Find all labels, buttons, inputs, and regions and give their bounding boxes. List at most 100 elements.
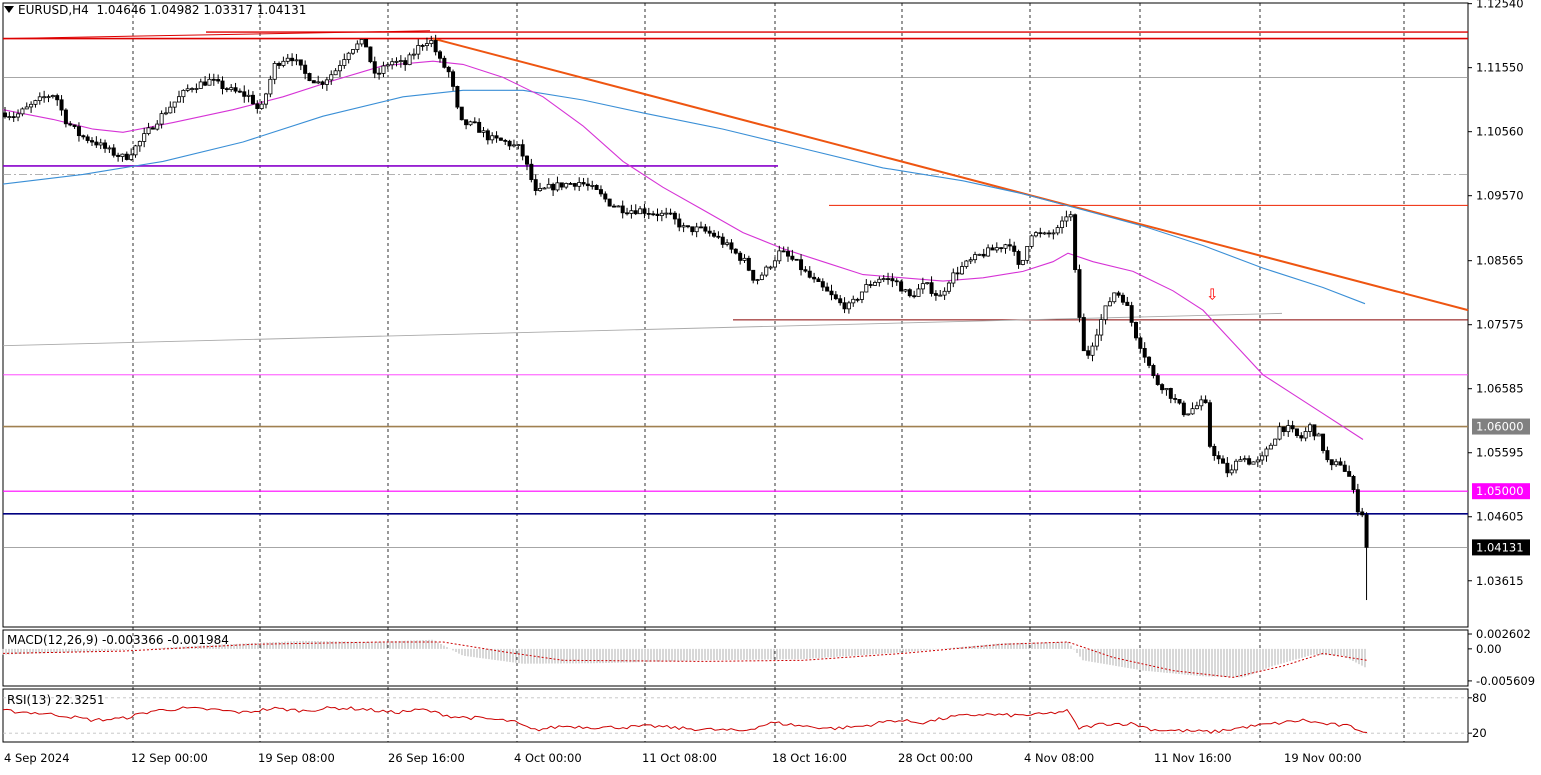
candle-bear (1281, 426, 1286, 433)
candle-bull (1112, 292, 1117, 303)
candle-bear (685, 225, 690, 228)
candle-bull (350, 49, 355, 54)
candle-bear (94, 141, 99, 146)
y-tick-label: 1.11550 (1476, 61, 1524, 75)
candle-bull (859, 291, 864, 300)
candle-bull (877, 278, 882, 283)
candle-bear (1160, 384, 1165, 391)
candle-bull (772, 260, 777, 268)
candle-bull (1303, 431, 1308, 439)
candle-bear (612, 205, 617, 208)
candle-bull (1103, 305, 1108, 321)
candle-bull (1099, 319, 1104, 336)
candle-bear (1216, 455, 1221, 460)
price-label-text: 1.04131 (1476, 540, 1524, 554)
candle-bear (855, 298, 860, 301)
candle-bull (190, 88, 195, 90)
candle-bull (1068, 214, 1073, 218)
candle-bull (659, 212, 664, 217)
candle-bear (68, 123, 73, 126)
candle-bear (929, 282, 934, 294)
candle-bull (1268, 444, 1273, 450)
candle-bull (1051, 232, 1056, 235)
candle-bear (477, 121, 482, 133)
candle-bear (255, 103, 260, 109)
candle-bull (664, 212, 669, 215)
candle-bull (1273, 438, 1278, 446)
candle-bull (272, 63, 277, 80)
candle-bear (625, 212, 630, 215)
candle-bull (346, 52, 351, 60)
candle-bull (424, 43, 429, 47)
candle-bear (1155, 375, 1160, 385)
candle-bull (1055, 227, 1060, 234)
collapse-triangle-icon[interactable] (4, 6, 14, 13)
candle-bear (981, 253, 986, 257)
candle-bear (437, 51, 442, 59)
candle-bull (851, 298, 856, 304)
candle-bull (324, 79, 329, 85)
candle-bear (572, 183, 577, 187)
level-line (2, 312, 1283, 347)
candle-bull (881, 278, 886, 280)
candle-bear (55, 95, 60, 101)
candle-bull (259, 103, 264, 109)
candle-bull (281, 60, 286, 66)
candle-bull (176, 96, 181, 103)
candle-bear (1321, 433, 1326, 451)
candle-bull (163, 112, 168, 115)
candle-bear (1225, 462, 1230, 474)
candle-bear (585, 183, 590, 187)
candle-bull (960, 266, 965, 275)
candle-bear (807, 270, 812, 278)
candle-bull (394, 60, 399, 63)
y-tick-label: 1.03615 (1476, 574, 1524, 588)
candle-bull (1190, 408, 1195, 415)
candle-bull (316, 81, 321, 84)
candle-bull (1234, 460, 1239, 471)
candle-bear (403, 60, 408, 66)
candle-bear (1081, 317, 1086, 352)
y-tick-label: 1.04605 (1476, 510, 1524, 524)
candle-bull (1094, 334, 1099, 347)
candle-bull (1107, 301, 1112, 307)
candle-bear (842, 302, 847, 310)
candle-bull (629, 210, 634, 214)
candle-bear (203, 81, 208, 86)
candle-bear (690, 226, 695, 233)
candle-bull (207, 78, 212, 86)
candle-bear (1168, 388, 1173, 399)
y-tick-label: 1.10560 (1476, 125, 1524, 139)
candle-bull (546, 183, 551, 189)
candle-bear (116, 154, 121, 157)
candle-bear (250, 94, 255, 105)
candle-bear (790, 255, 795, 260)
candle-bull (107, 147, 112, 150)
candle-bear (1338, 461, 1343, 466)
candle-bear (224, 88, 229, 91)
candle-bull (777, 250, 782, 262)
candle-bear (581, 182, 586, 185)
down-arrow-marker: ⇩ (1206, 286, 1219, 304)
macd-tick-label: -0.005609 (1476, 674, 1535, 688)
candle-bull (1316, 433, 1321, 437)
candle-bull (1064, 216, 1069, 222)
candle-bear (668, 212, 673, 215)
candle-bear (1299, 435, 1304, 439)
candle-bull (294, 59, 299, 62)
candle-bear (812, 276, 817, 280)
candle-bull (564, 183, 569, 188)
candle-bull (33, 100, 38, 105)
price-label-text: 1.06000 (1476, 420, 1524, 434)
candle-bear (999, 247, 1004, 250)
candle-bull (590, 184, 595, 187)
candle-bull (725, 242, 730, 245)
candle-bull (1025, 246, 1030, 261)
candle-bear (1038, 232, 1043, 235)
candle-bull (977, 253, 982, 256)
candle-bull (46, 96, 51, 99)
rsi-line (2, 706, 1368, 734)
candle-bull (98, 142, 103, 146)
